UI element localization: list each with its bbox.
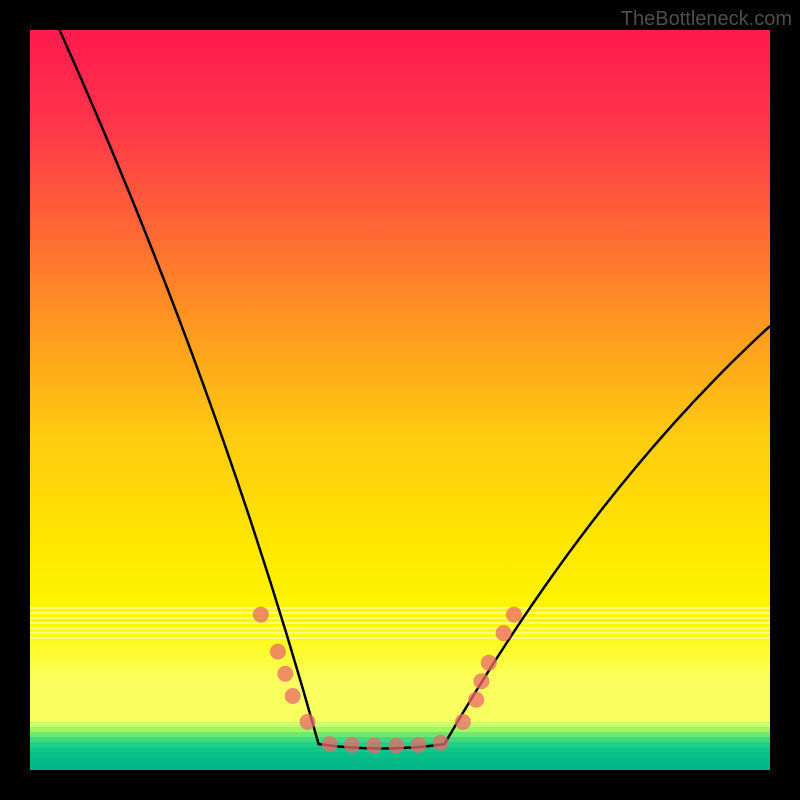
data-dot (433, 735, 449, 751)
data-dot (481, 655, 497, 671)
data-dot (473, 673, 489, 689)
data-dots (253, 607, 522, 754)
bottleneck-curve-svg (30, 30, 770, 770)
data-dot (496, 625, 512, 641)
plot-area (30, 30, 770, 770)
bottleneck-curve (60, 30, 770, 749)
data-dot (270, 644, 286, 660)
data-dot (468, 692, 484, 708)
data-dot (277, 666, 293, 682)
data-dot (366, 738, 382, 754)
data-dot (506, 607, 522, 623)
data-dot (388, 738, 404, 754)
watermark-text: TheBottleneck.com (621, 8, 792, 31)
data-dot (285, 688, 301, 704)
data-dot (300, 714, 316, 730)
data-dot (411, 737, 427, 753)
data-dot (455, 714, 471, 730)
data-dot (344, 737, 360, 753)
data-dot (253, 607, 269, 623)
data-dot (322, 736, 338, 752)
